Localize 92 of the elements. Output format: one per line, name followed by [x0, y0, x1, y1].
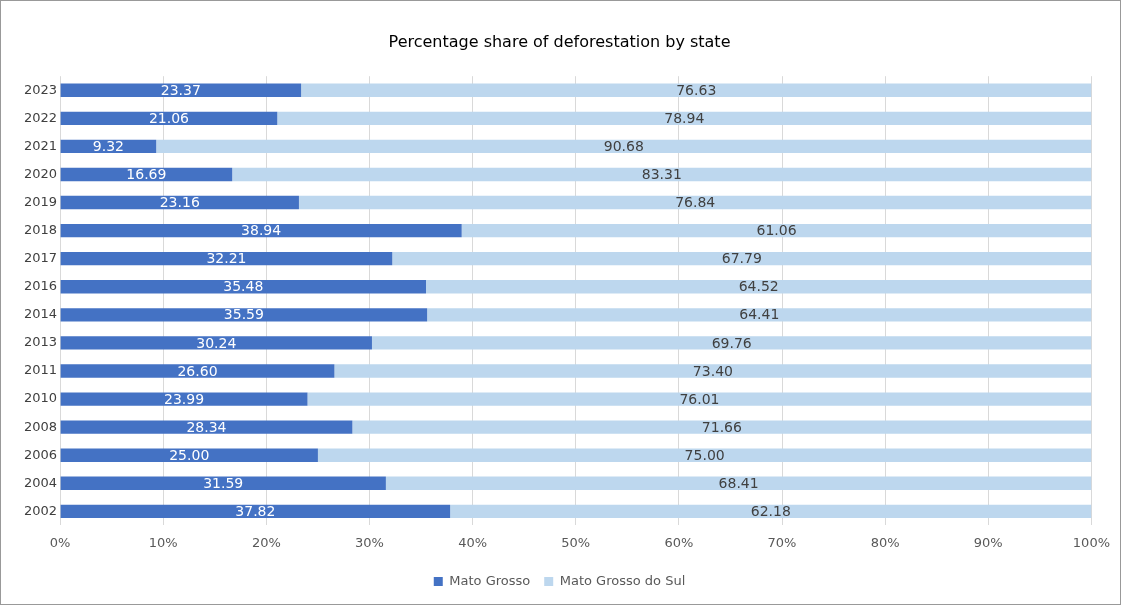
legend-label: Mato Grosso — [449, 572, 531, 588]
bar — [461, 223, 1092, 238]
x-tick-label: 80% — [870, 534, 900, 550]
y-tick-label: 2010 — [23, 390, 58, 406]
bar — [450, 504, 1092, 519]
y-tick-label: 2023 — [23, 81, 58, 97]
bar — [334, 364, 1092, 378]
bar — [60, 364, 335, 378]
bar — [232, 167, 1092, 182]
bar — [60, 420, 353, 434]
data-label: 30.24 — [196, 334, 237, 351]
bar — [60, 83, 302, 97]
bar — [427, 308, 1092, 322]
bar — [60, 195, 299, 210]
data-label: 73.40 — [692, 362, 733, 379]
data-label: 76.63 — [676, 81, 717, 98]
bar — [371, 336, 1092, 350]
legend-label: Mato Grosso do Sul — [559, 572, 686, 588]
data-label: 75.00 — [684, 446, 725, 463]
data-label: 25.00 — [169, 446, 210, 463]
y-tick-label: 2016 — [23, 278, 58, 294]
bar — [60, 476, 386, 490]
x-tick-label: 70% — [767, 534, 797, 550]
x-tick-label: 90% — [973, 534, 1003, 550]
y-tick-label: 2002 — [23, 502, 58, 518]
bar — [60, 392, 308, 406]
data-label: 38.94 — [241, 222, 282, 239]
data-label: 68.41 — [718, 474, 759, 491]
bar — [352, 420, 1092, 434]
data-label: 64.41 — [739, 306, 780, 323]
bar — [156, 139, 1092, 154]
data-label: 78.94 — [664, 109, 705, 126]
x-tick-label: 10% — [148, 534, 178, 550]
x-tick-label: 60% — [664, 534, 694, 550]
data-label: 90.68 — [603, 138, 644, 155]
y-tick-label: 2004 — [23, 474, 58, 490]
data-label: 16.69 — [126, 166, 167, 183]
y-tick-label: 2017 — [23, 250, 58, 266]
x-tick-label: 100% — [1072, 534, 1110, 550]
bar — [426, 280, 1092, 294]
y-tick-label: 2019 — [23, 193, 58, 209]
bar — [307, 392, 1092, 406]
data-label: 23.37 — [160, 81, 201, 98]
y-tick-label: 2020 — [23, 165, 58, 181]
y-tick-label: 2006 — [23, 446, 58, 462]
data-label: 26.60 — [177, 362, 218, 379]
x-tick-label: 0% — [49, 534, 71, 550]
data-label: 62.18 — [750, 503, 791, 519]
data-label: 9.32 — [92, 138, 124, 155]
y-tick-label: 2013 — [23, 334, 58, 350]
bar — [60, 308, 428, 322]
bar — [60, 252, 393, 266]
bar — [392, 252, 1092, 266]
bar — [60, 223, 462, 238]
bar — [60, 336, 372, 350]
data-label: 76.84 — [675, 194, 716, 211]
data-label: 23.99 — [164, 390, 205, 407]
chart-title: Percentage share of deforestation by state — [388, 31, 731, 51]
bar — [60, 280, 426, 294]
x-tick-label: 30% — [355, 534, 384, 550]
data-label: 61.06 — [756, 222, 797, 239]
bar — [60, 111, 278, 125]
bar — [277, 111, 1092, 125]
data-label: 28.34 — [186, 418, 227, 435]
data-label: 21.06 — [148, 109, 190, 126]
y-tick-label: 2021 — [23, 137, 58, 153]
data-label: 31.59 — [203, 474, 244, 491]
y-tick-label: 2008 — [23, 418, 58, 434]
y-tick-label: 2014 — [23, 306, 58, 322]
bar — [385, 476, 1092, 490]
bar — [301, 83, 1092, 97]
y-tick-label: 2022 — [23, 109, 58, 125]
y-tick-label: 2018 — [23, 221, 58, 237]
data-label: 67.79 — [721, 250, 762, 267]
data-label: 35.48 — [223, 278, 264, 295]
data-label: 35.59 — [223, 306, 264, 323]
bar — [60, 448, 318, 462]
x-tick-label: 40% — [458, 534, 488, 550]
data-label: 32.21 — [206, 250, 247, 267]
data-label: 23.16 — [159, 194, 200, 211]
data-label: 69.76 — [711, 334, 752, 351]
bar — [317, 448, 1092, 462]
x-tick-label: 50% — [561, 534, 591, 550]
bar — [298, 195, 1092, 210]
x-tick-label: 20% — [251, 534, 281, 550]
bar — [60, 504, 451, 519]
data-label: 37.82 — [235, 503, 276, 519]
data-label: 71.66 — [701, 418, 743, 435]
data-label: 64.52 — [738, 278, 779, 295]
data-label: 76.01 — [679, 390, 720, 407]
data-label: 83.31 — [641, 166, 682, 183]
y-tick-label: 2011 — [23, 362, 58, 378]
